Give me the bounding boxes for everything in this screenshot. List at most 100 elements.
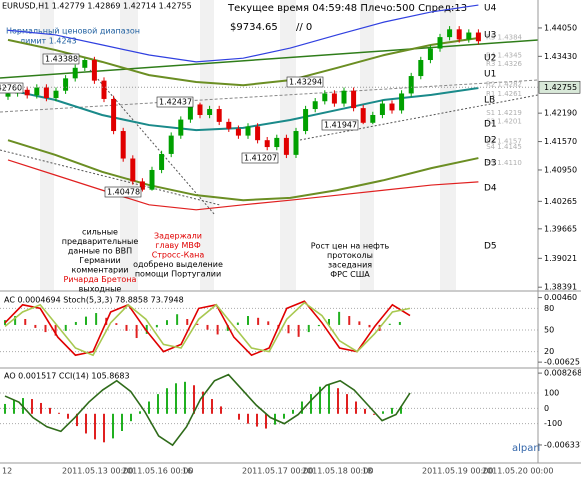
time-label: 2011.05.13 00:00 <box>62 467 133 476</box>
candle-body <box>216 109 222 122</box>
indicator-band <box>7 4 479 63</box>
candle-body <box>456 29 462 40</box>
y-tick-label: 1.40950 <box>544 165 577 174</box>
pivot-label: U2 <box>484 54 496 64</box>
session-band <box>440 0 456 290</box>
candle-body <box>341 90 347 104</box>
pivot-level: R2 1.4282 <box>486 80 522 88</box>
candle-body <box>53 90 59 99</box>
candle-body <box>187 104 193 120</box>
indicator-line <box>4 301 411 357</box>
time-label: 2011.05.18 00:00 <box>302 467 373 476</box>
y-tick-label: 1.43430 <box>544 52 577 61</box>
pivot-label: U3 <box>484 30 496 40</box>
candle-body <box>255 126 261 141</box>
candle-body <box>111 98 117 132</box>
candle-body <box>331 93 337 104</box>
price-label-box <box>104 186 142 198</box>
pivot-level: R4 1.4345 <box>486 51 522 59</box>
candle-body <box>34 87 40 96</box>
candle-body <box>63 78 69 91</box>
pivot-level: S4 1.4145 <box>486 143 522 151</box>
candle-body <box>91 60 97 81</box>
candle-body <box>389 103 395 111</box>
candle-body <box>72 67 78 79</box>
price-label: 1.43294 <box>289 78 322 87</box>
y2-tick-label: 100 <box>544 389 559 398</box>
price-label-box <box>42 53 80 65</box>
y-tick-label: 1.44050 <box>544 23 577 32</box>
y-tick-label: 1.40265 <box>544 197 577 206</box>
pivot-level: S3 1.4157 <box>486 138 522 146</box>
candle-body <box>274 137 280 148</box>
server-info: Текущее время 04:59:48 Плечо:500 Спред:1… <box>227 3 467 14</box>
candle-body <box>120 131 126 159</box>
indicator-band <box>7 37 479 87</box>
price-label-box <box>0 82 24 94</box>
time-label: 16 <box>182 467 192 476</box>
y2-tick-label: 80 <box>544 304 554 313</box>
annotation: Германии <box>79 256 120 265</box>
candle-body <box>293 131 299 155</box>
pivot-label: U1 <box>484 70 496 80</box>
candle-body <box>149 169 155 190</box>
last-price-label: 1.42755 <box>544 83 577 92</box>
candle-body <box>43 87 49 99</box>
pivot-level: S2 1.4201 <box>486 117 522 125</box>
y-tick-label: -0.006337 <box>544 440 581 449</box>
logo: alpari <box>512 443 540 454</box>
candle-body <box>427 48 433 61</box>
indicator-line <box>4 373 411 447</box>
annotation: заседания <box>328 261 372 270</box>
annotation: предварительные <box>62 237 139 246</box>
candle-body <box>245 126 251 136</box>
panel-label: AO 0.001517 CCI(14) 105.8683 <box>4 372 130 381</box>
pivot-label: D1 <box>484 120 497 130</box>
candle-body <box>418 60 424 77</box>
candle-body <box>360 108 366 123</box>
price-label-box <box>241 152 279 164</box>
price-label: 1.42437 <box>159 98 192 107</box>
annotation: Задержали <box>154 232 202 241</box>
balance: $9734.65 <box>230 22 278 33</box>
annotation: ФРС США <box>330 270 370 279</box>
candle-body <box>351 90 357 109</box>
candle-body <box>101 80 107 99</box>
pivot-level: R5 1.4384 <box>486 34 523 42</box>
pivot-label: D3 <box>484 159 497 169</box>
candle-body <box>475 32 481 42</box>
annotation: одобрено выделение <box>133 260 223 269</box>
candle-body <box>159 153 165 170</box>
price-label: 1.42760 <box>0 84 22 93</box>
y2-tick-label: 50 <box>544 326 554 335</box>
candle-body <box>139 181 145 190</box>
candle-body <box>168 135 174 154</box>
candle-body <box>437 37 443 49</box>
time-label: 12 <box>2 467 12 476</box>
candle-body <box>5 93 11 97</box>
session-band <box>40 0 54 290</box>
candle-body <box>197 104 203 115</box>
annotation: Стросс-Кана <box>152 251 205 260</box>
pivot-label: D2 <box>484 136 497 146</box>
candle-body <box>370 114 376 123</box>
pivot-level: R3 1.4326 <box>486 60 523 68</box>
candle-body <box>408 76 414 94</box>
time-label: 2011.05.16 00:00 <box>122 467 193 476</box>
candle-body <box>226 121 232 129</box>
annotation: выходные <box>79 285 122 294</box>
pivot-label: LB <box>484 95 495 105</box>
y-tick-label: 1.38391 <box>544 283 577 292</box>
candle-body <box>303 109 309 132</box>
counter: // 0 <box>296 22 312 33</box>
price-label: 1.41207 <box>244 154 277 163</box>
candle-body <box>24 89 30 96</box>
layout <box>40 0 456 290</box>
price-label: 1.41947 <box>324 121 357 130</box>
time-label: 2011.05.19 00:00 <box>422 467 493 476</box>
last-price-box <box>538 80 581 94</box>
symbol-line: EURUSD,H1 1.42779 1.42869 1.42714 1.4275… <box>2 2 192 11</box>
range-limit: лимит 1.4243 <box>20 37 77 46</box>
time-label: 2011.05.17 00:00 <box>242 467 313 476</box>
